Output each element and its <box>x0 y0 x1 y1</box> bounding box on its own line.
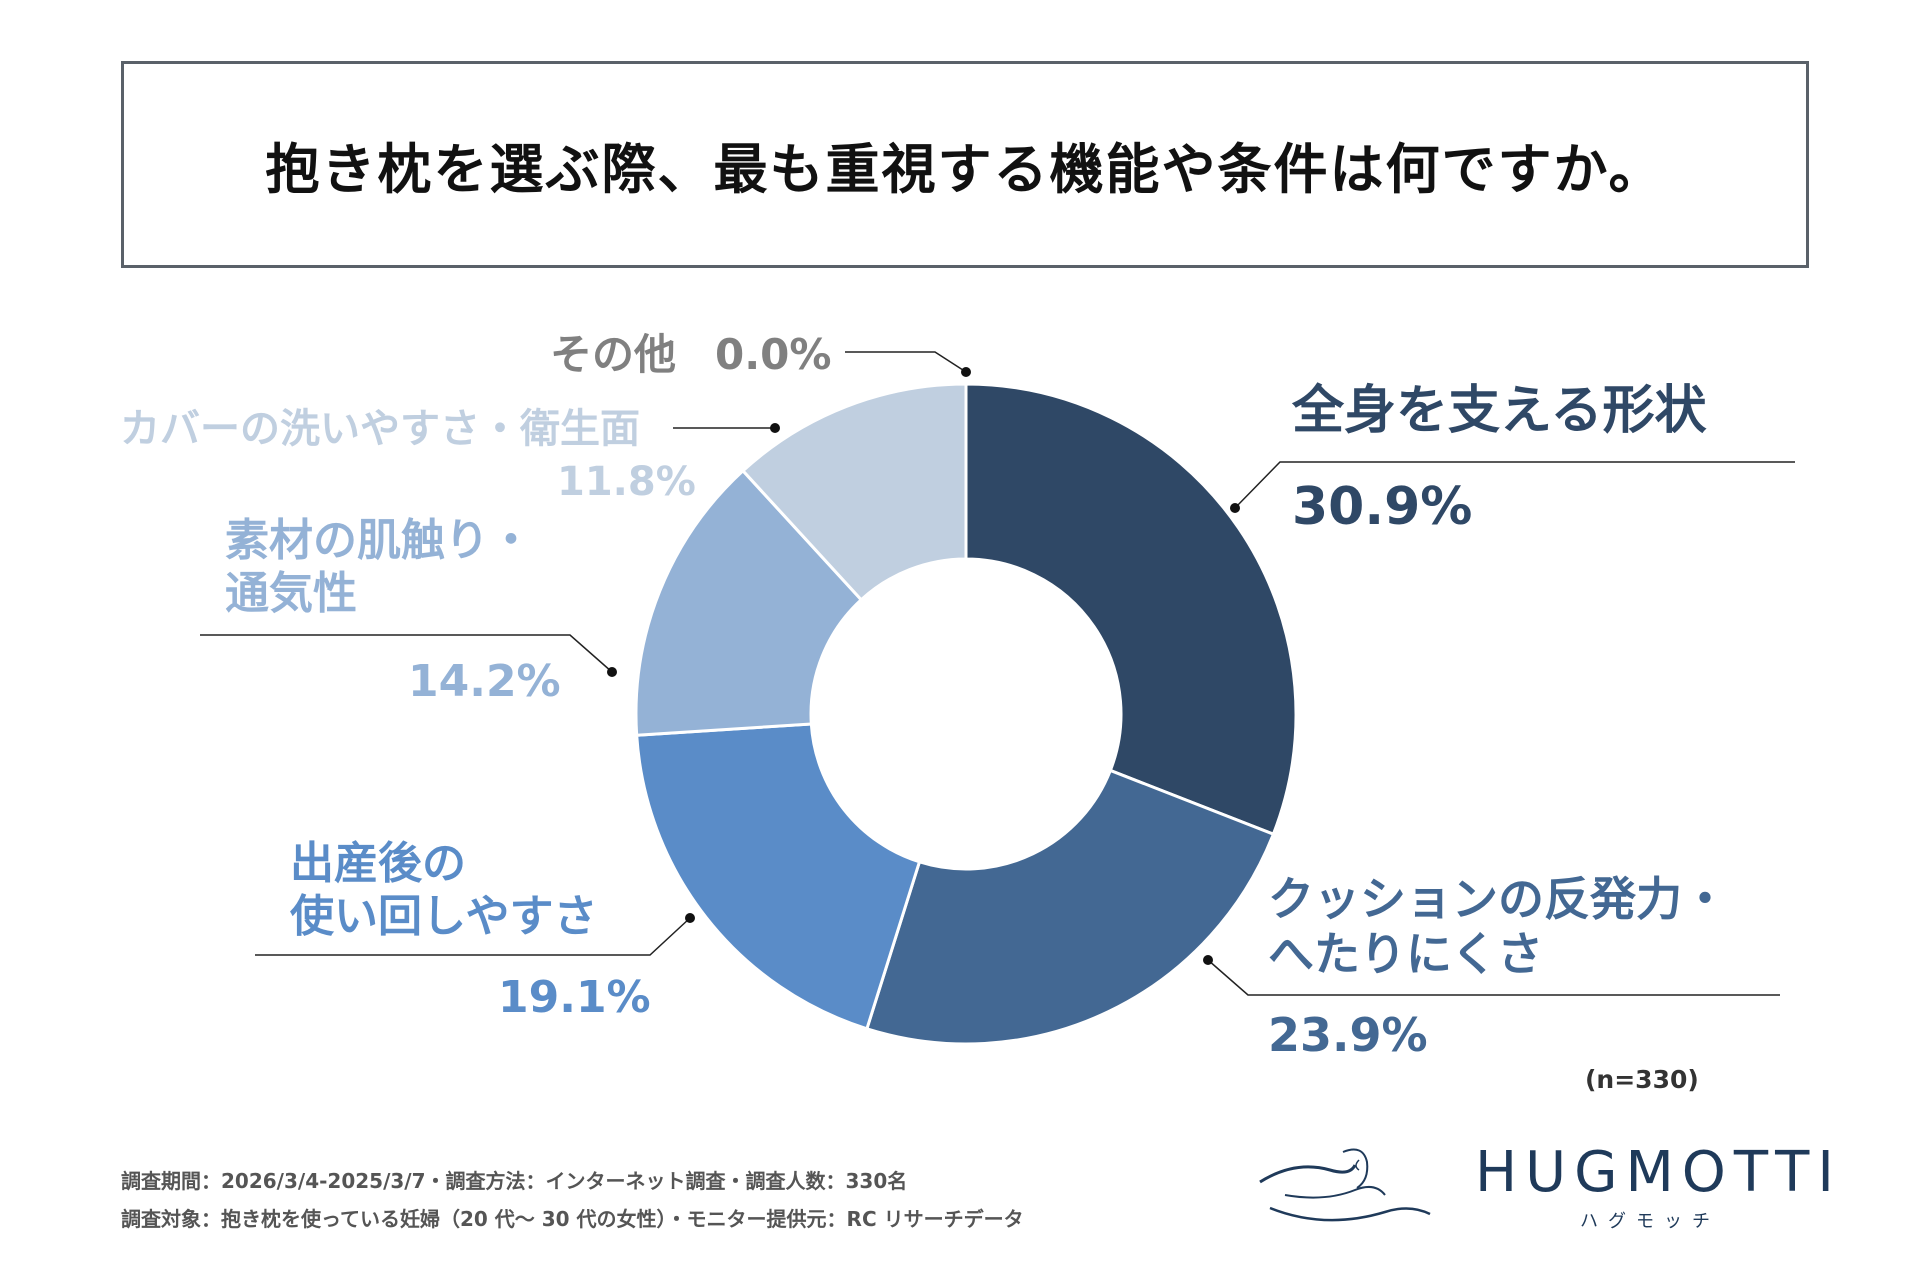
slice-value-2: 23.9% <box>1268 1008 1428 1062</box>
slice-value-3: 19.1% <box>498 972 651 1023</box>
slice-label-4: 素材の肌触り・ 通気性 <box>225 515 533 621</box>
leader-line-6 <box>845 351 967 373</box>
brand-name: HUGMOTTI <box>1475 1140 1842 1205</box>
leader-line-3 <box>255 917 691 956</box>
title-box: 抱き枕を選ぶ際、最も重視する機能や条件は何ですか。 <box>121 61 1809 268</box>
slice-value-5: 11.8% <box>557 459 696 505</box>
slice-value-4: 14.2% <box>408 656 561 707</box>
donut-slice-3 <box>635 722 922 1031</box>
donut-slice-5 <box>740 382 968 602</box>
leader-dot-1 <box>1230 503 1240 513</box>
chart-title: 抱き枕を選ぶ際、最も重視する機能や条件は何ですか。 <box>265 138 1665 201</box>
slice-label-5-line1: カバーの洗いやすさ・衛生面 <box>120 406 640 452</box>
sample-size-note: (n=330) <box>1585 1065 1699 1094</box>
slice-label-3-line2: 使い回しやすさ <box>290 890 598 942</box>
slice-label-4-line2: 通気性 <box>225 567 357 619</box>
leader-dot-5 <box>770 423 780 433</box>
leader-dot-2 <box>1203 955 1213 965</box>
slice-label-3: 出産後の 使い回しやすさ <box>290 838 598 944</box>
brand-kana: ハグモッチ <box>1580 1211 1720 1232</box>
slice-label-1-line1: 全身を支える形状 <box>1292 381 1707 441</box>
leader-dot-4 <box>607 667 617 677</box>
footer-line-1: 調査期間：2026/3/4-2025/3/7・調査方法：インターネット調査・調査… <box>121 1169 908 1193</box>
leader-dot-3 <box>685 913 695 923</box>
slice-value-6: 0.0% <box>715 330 832 379</box>
slice-label-2-line2: へたりにくさ <box>1268 927 1544 982</box>
slice-label-6-line1: その他 <box>550 330 677 379</box>
leader-line-4 <box>200 634 613 673</box>
leader-dot-6 <box>961 367 971 377</box>
donut-slice-4 <box>634 468 864 737</box>
slice-label-1: 全身を支える形状 <box>1292 380 1706 442</box>
slice-label-2-line1: クッションの反発力・ <box>1268 872 1728 926</box>
slice-label-6: その他 <box>550 330 676 380</box>
footer-line-2: 調査対象：抱き枕を使っている妊婦（20 代～ 30 代の女性）・モニター提供元：… <box>121 1207 1024 1231</box>
slice-label-5: カバーの洗いやすさ・衛生面 <box>120 405 640 453</box>
slice-label-3-line1: 出産後の <box>290 838 466 889</box>
leader-line-1 <box>1234 461 1795 509</box>
slice-label-2: クッションの反発力・ へたりにくさ <box>1268 872 1728 982</box>
slice-value-1: 30.9% <box>1292 477 1473 537</box>
donut-slice-1 <box>964 382 1298 837</box>
leader-line-2 <box>1207 959 1780 996</box>
slice-label-4-line1: 素材の肌触り・ <box>225 515 533 566</box>
brand-logo-icon <box>1259 1148 1431 1222</box>
donut-slice-2 <box>865 768 1276 1046</box>
